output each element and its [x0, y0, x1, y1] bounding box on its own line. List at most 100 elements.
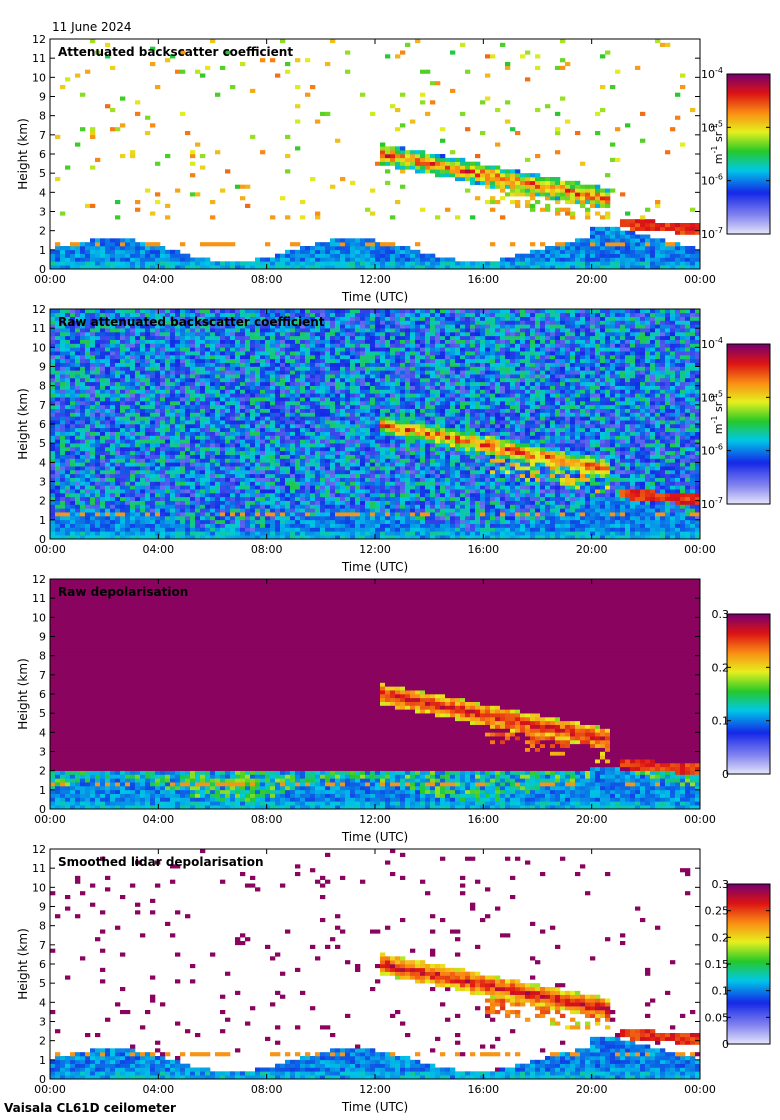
heatmap-cell [80, 424, 86, 429]
heatmap-cell [170, 54, 176, 59]
heatmap-cell [60, 535, 66, 540]
heatmap-cell [305, 343, 311, 348]
heatmap-cell [185, 431, 191, 436]
heatmap-cell [65, 504, 71, 509]
heatmap-cell [295, 385, 301, 390]
heatmap-cell [320, 519, 326, 524]
heatmap-cell [65, 408, 71, 413]
heatmap-cell [130, 408, 136, 413]
heatmap-cell [205, 504, 211, 509]
heatmap-cell [110, 309, 116, 314]
heatmap-cell [230, 358, 236, 363]
heatmap-cell [275, 535, 281, 540]
heatmap-cell [380, 157, 386, 162]
heatmap-cell [155, 339, 161, 344]
heatmap-cell [205, 370, 211, 375]
heatmap-cell [170, 450, 176, 455]
heatmap-cell [130, 512, 136, 517]
colorbar-segment [727, 216, 770, 219]
heatmap-cell [280, 470, 286, 475]
heatmap-cell [250, 504, 256, 509]
heatmap-cell [110, 504, 116, 509]
heatmap-cell [190, 332, 196, 337]
heatmap-cell [70, 324, 76, 329]
heatmap-cell [90, 470, 96, 475]
heatmap-cell [225, 462, 231, 467]
heatmap-cell [125, 355, 131, 360]
heatmap-cell [85, 481, 91, 486]
heatmap-cell [115, 493, 121, 498]
heatmap-cell [265, 339, 271, 344]
heatmap-cell [610, 188, 616, 193]
heatmap-cell [230, 404, 236, 409]
heatmap-cell [200, 312, 206, 317]
heatmap-cell [295, 351, 301, 356]
heatmap-cell [330, 420, 336, 425]
heatmap-cell [235, 496, 241, 501]
heatmap-cell [225, 412, 231, 417]
heatmap-cell [310, 512, 316, 517]
heatmap-cell [260, 485, 266, 490]
colorbar-segment [727, 124, 770, 127]
heatmap-cell [275, 485, 281, 490]
heatmap-cell [180, 374, 186, 379]
heatmap-cell [620, 192, 626, 197]
heatmap-cell [70, 466, 76, 471]
heatmap-cell [285, 489, 291, 494]
heatmap-cell [75, 320, 81, 325]
heatmap-cell [535, 261, 541, 266]
heatmap-cell [135, 401, 141, 406]
heatmap-cell [95, 404, 101, 409]
heatmap-cell [305, 466, 311, 471]
heatmap-cell [325, 504, 331, 509]
heatmap-cell [235, 450, 241, 455]
heatmap-cell [495, 261, 501, 266]
heatmap-cell [290, 362, 296, 367]
heatmap-cell [330, 412, 336, 417]
heatmap-cell [305, 397, 311, 402]
heatmap-cell [320, 516, 326, 521]
heatmap-cell [145, 435, 151, 440]
heatmap-cell [245, 470, 251, 475]
heatmap-cell [255, 485, 261, 490]
heatmap-cell [55, 493, 61, 498]
heatmap-cell [125, 401, 131, 406]
heatmap-cell [170, 366, 176, 371]
heatmap-cell [140, 519, 146, 524]
heatmap-cell [300, 401, 306, 406]
heatmap-cell [610, 234, 616, 239]
heatmap-cell [250, 316, 256, 321]
heatmap-cell [325, 111, 331, 116]
heatmap-cell [180, 485, 186, 490]
heatmap-cell [185, 253, 191, 258]
heatmap-cell [50, 312, 56, 317]
heatmap-cell [120, 320, 126, 325]
heatmap-cell [425, 165, 431, 170]
heatmap-cell [300, 332, 306, 337]
heatmap-cell [195, 324, 201, 329]
heatmap-cell [515, 173, 521, 178]
heatmap-cell [115, 508, 121, 513]
heatmap-cell [85, 470, 91, 475]
heatmap-cell [70, 420, 76, 425]
heatmap-cell [295, 466, 301, 471]
heatmap-cell [305, 261, 311, 266]
heatmap-cell [335, 481, 341, 486]
heatmap-cell [175, 366, 181, 371]
heatmap-cell [55, 424, 61, 429]
heatmap-cell [315, 320, 321, 325]
heatmap-cell [130, 412, 136, 417]
heatmap-cell [165, 215, 171, 220]
heatmap-cell [400, 123, 406, 128]
heatmap-cell [70, 412, 76, 417]
heatmap-cell [75, 420, 81, 425]
heatmap-cell [230, 265, 236, 270]
heatmap-cell [540, 265, 546, 270]
heatmap-cell [315, 512, 321, 517]
heatmap-cell [115, 443, 121, 448]
heatmap-cell [395, 161, 401, 166]
heatmap-cell [180, 477, 186, 482]
heatmap-cell [190, 381, 196, 386]
heatmap-cell [120, 427, 126, 432]
heatmap-cell [95, 512, 101, 517]
